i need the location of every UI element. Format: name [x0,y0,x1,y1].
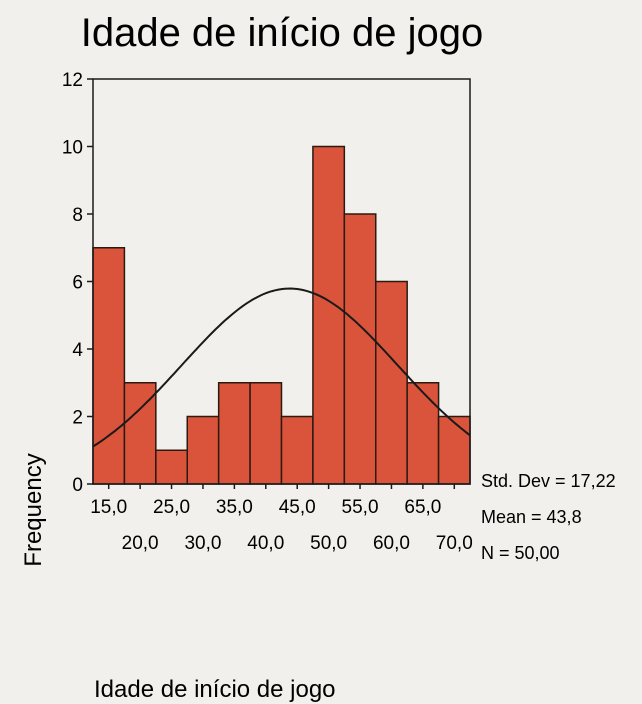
histogram-bar [280,415,314,485]
x-tick-label: 30,0 [184,533,221,554]
y-axis: 0 2 4 6 8 10 12 [62,70,93,496]
x-tick-label: 50,0 [310,533,347,554]
histogram-bar [155,449,188,485]
stats-legend: Std. Dev = 17,22 Mean = 43,8 N = 50,00 [481,471,616,563]
y-axis-label: Frequency [20,453,47,566]
y-tick-label: 4 [72,340,83,361]
x-tick-label: 40,0 [247,533,284,554]
bars-group [92,145,471,485]
histogram-bar [217,382,251,485]
histogram-bar [406,382,440,485]
histogram-bar [312,145,346,485]
histogram-bar [437,415,471,485]
chart-title: Idade de início de jogo [81,11,484,55]
stat-line: Std. Dev = 17,22 [481,471,616,491]
x-tick-label: 70,0 [436,533,473,554]
y-tick-label: 0 [72,475,83,496]
normal-curve-line [92,287,471,448]
x-tick-label: 15,0 [90,497,127,518]
x-tick-label: 25,0 [153,497,190,518]
x-tick-label: 55,0 [342,497,379,518]
y-tick-label: 6 [72,273,83,294]
x-tick-label: 45,0 [279,497,316,518]
x-axis-label: Idade de início de jogo [94,676,336,703]
y-tick-label: 8 [72,205,83,226]
x-tick-label: 35,0 [216,497,253,518]
y-tick-label: 2 [72,408,83,429]
y-tick-label: 12 [62,70,83,91]
y-tick-label: 10 [62,138,83,159]
histogram-bar [186,415,220,485]
histogram-bar [92,247,126,485]
x-tick-label: 20,0 [122,533,159,554]
histogram-bar [343,213,377,485]
histogram-bar [249,382,283,485]
x-axis: 15,0 20,0 25,0 30,0 35,0 40,0 45,0 50,0 55,0 60,0… [90,484,473,554]
stat-line: N = 50,00 [481,543,560,563]
histogram-bar [375,280,408,485]
x-tick-label: 65,0 [404,497,441,518]
x-tick-label: 60,0 [373,533,410,554]
stat-line: Mean = 43,8 [481,507,582,527]
